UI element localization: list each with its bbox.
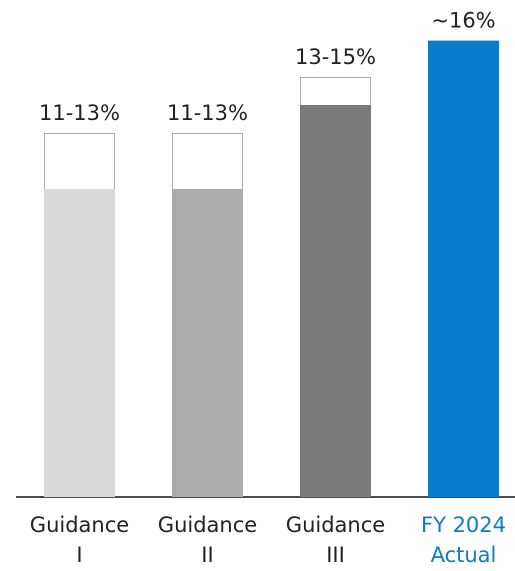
x-tick-label: III <box>326 543 345 567</box>
value-label: 11-13% <box>167 101 248 125</box>
x-tick-label: Guidance <box>286 513 385 537</box>
bar <box>300 105 371 497</box>
range-box <box>44 133 115 190</box>
x-tick-label: Guidance <box>30 513 129 537</box>
range-box <box>172 133 243 190</box>
value-label: 13-15% <box>295 45 376 69</box>
x-tick-label: I <box>76 543 82 567</box>
range-box <box>300 77 371 106</box>
bar <box>428 40 499 497</box>
x-tick-label: II <box>201 543 213 567</box>
bar <box>44 189 115 497</box>
bar <box>172 189 243 497</box>
value-label: 11-13% <box>39 101 120 125</box>
x-tick-label: FY 2024 <box>421 513 506 537</box>
x-tick-label: Actual <box>431 543 497 567</box>
value-label: ~16% <box>431 9 495 33</box>
x-tick-label: Guidance <box>158 513 257 537</box>
